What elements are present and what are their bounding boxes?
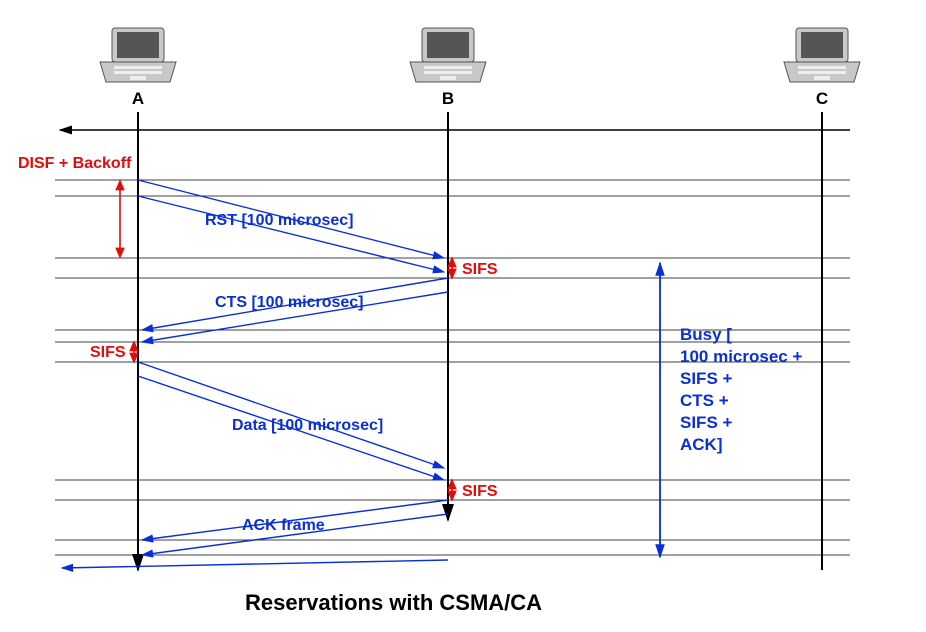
ack-label: ACK frame <box>242 517 325 534</box>
msg-ack-extra <box>62 560 448 568</box>
laptop-c-icon <box>784 28 860 82</box>
busy-label: Busy [ 100 microsec + SIFS + CTS + SIFS … <box>680 325 807 454</box>
data-label: Data [100 microsec] <box>232 417 383 434</box>
difs-label: DISF + Backoff <box>18 155 132 172</box>
diagram-title: Reservations with CSMA/CA <box>245 590 542 616</box>
laptop-a-icon <box>100 28 176 82</box>
sifs2-label: SIFS <box>90 344 126 361</box>
rst-label: RST [100 microsec] <box>205 212 354 229</box>
diagram-svg: A B C DISF + Backoff <box>0 0 926 632</box>
msg-rst-bot <box>138 196 444 272</box>
sifs3-label: SIFS <box>462 483 498 500</box>
node-a-label: A <box>132 89 144 108</box>
laptop-b-icon <box>410 28 486 82</box>
cts-label: CTS [100 microsec] <box>215 294 364 311</box>
hrules <box>55 180 850 555</box>
sifs1-label: SIFS <box>462 261 498 278</box>
node-c-label: C <box>816 89 828 108</box>
node-b-label: B <box>442 89 454 108</box>
diagram-stage: A B C DISF + Backoff <box>0 0 926 632</box>
msg-data-top <box>138 362 444 468</box>
